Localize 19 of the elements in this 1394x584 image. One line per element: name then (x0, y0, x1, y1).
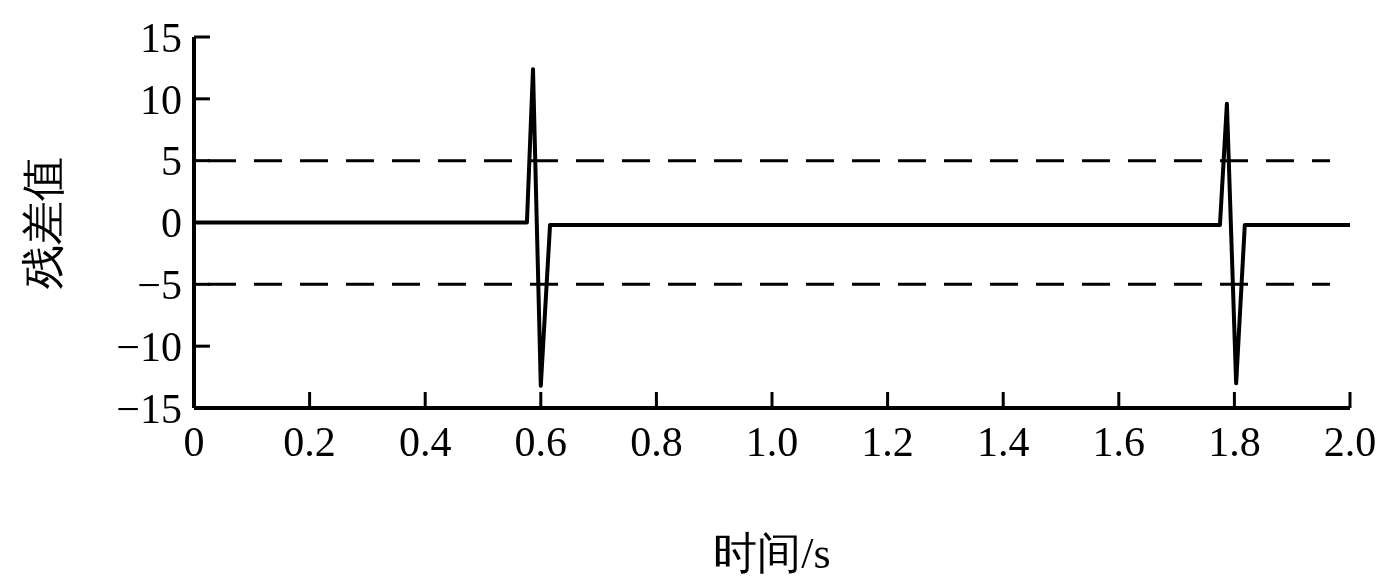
x-tick-label: 1.6 (1092, 419, 1146, 465)
x-tick-label: 1.2 (861, 419, 914, 465)
x-tick-label: 1.0 (745, 419, 799, 465)
y-tick-label: 15 (140, 14, 182, 61)
y-tick-label: −5 (137, 262, 182, 309)
x-tick-label: 0.2 (283, 419, 336, 465)
y-tick-label: −15 (116, 385, 182, 432)
y-tick-label: 0 (161, 200, 182, 247)
y-tick-label: 10 (140, 76, 182, 123)
x-axis-title: 时间/s (713, 529, 831, 578)
x-tick-label: 2.0 (1323, 419, 1377, 465)
y-tick-label: 5 (161, 138, 182, 185)
x-tick-label: 0.6 (514, 419, 568, 465)
x-tick-label: 1.4 (976, 419, 1030, 465)
y-tick-label: −10 (116, 323, 182, 370)
x-tick-label: 1.8 (1208, 419, 1261, 465)
x-tick-label: 0.4 (398, 419, 452, 465)
y-axis-title: 残差值 (19, 156, 68, 289)
x-tick-label: 0.8 (630, 419, 683, 465)
